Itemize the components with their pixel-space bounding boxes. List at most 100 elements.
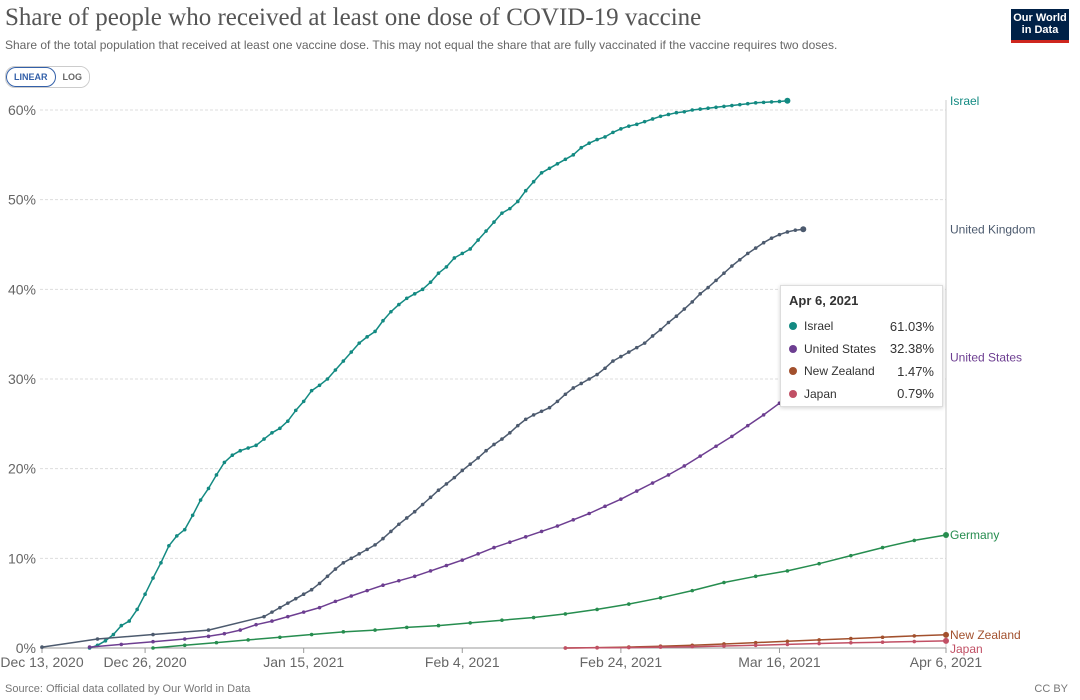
tooltip-row: Israel 61.03% [789, 315, 934, 338]
data-point [484, 448, 488, 453]
data-point [523, 535, 528, 539]
data-point [103, 639, 108, 643]
data-point [722, 271, 726, 275]
data-point [230, 453, 235, 458]
tooltip-row-name: New Zealand [804, 364, 875, 379]
data-point [603, 366, 607, 371]
data-point [468, 247, 473, 251]
data-point [293, 408, 298, 413]
data-point [682, 307, 687, 311]
data-point [880, 640, 885, 644]
data-point [349, 594, 354, 598]
data-point [634, 345, 639, 350]
log-scale-button[interactable]: LOG [55, 67, 89, 87]
owid-logo[interactable]: Our World in Data [1011, 9, 1069, 43]
data-point [690, 108, 695, 112]
data-point [539, 170, 544, 175]
data-point [658, 114, 663, 119]
data-point [595, 372, 599, 377]
x-tick-label: Apr 6, 2021 [910, 654, 983, 670]
data-point [753, 643, 758, 648]
data-point [222, 460, 227, 465]
data-point [658, 327, 663, 332]
series-line [89, 357, 836, 648]
data-point [214, 640, 219, 645]
data-point [579, 381, 584, 386]
data-point [270, 610, 274, 614]
series-line [89, 100, 788, 649]
x-tick-label: Feb 24, 2021 [580, 654, 663, 670]
data-point [785, 569, 790, 573]
data-point [452, 256, 457, 260]
data-point [341, 630, 346, 634]
license-note[interactable]: CC BY [1034, 683, 1068, 695]
series-line [152, 534, 947, 649]
data-point [753, 101, 758, 105]
data-point [539, 529, 544, 534]
tooltip-row-name: Israel [804, 319, 834, 334]
series-end-marker [943, 532, 949, 539]
data-point [325, 574, 330, 579]
data-point [278, 426, 282, 431]
data-point [627, 124, 631, 128]
data-point [912, 538, 917, 543]
x-tick-label: Jan 15, 2021 [263, 654, 344, 670]
data-point [722, 644, 726, 648]
data-point [508, 540, 512, 544]
linear-scale-button[interactable]: LINEAR [6, 67, 56, 87]
tooltip-row-marker [789, 367, 797, 376]
data-point [785, 230, 790, 234]
data-point [492, 442, 496, 447]
data-point [650, 481, 655, 485]
data-point [722, 580, 726, 585]
data-point [412, 574, 417, 579]
data-point [730, 434, 734, 439]
data-point [690, 644, 695, 649]
tooltip-row: New Zealand 1.47% [789, 360, 934, 383]
tooltip-row-value: 61.03% [889, 318, 934, 334]
data-point [389, 529, 393, 534]
data-point [531, 179, 536, 184]
data-point [619, 497, 623, 501]
data-point [619, 354, 623, 359]
data-point [753, 640, 758, 645]
data-point [389, 309, 393, 314]
data-point [373, 628, 377, 632]
data-point [460, 558, 465, 562]
logo-line-1: Our World [1013, 12, 1067, 24]
data-point [254, 443, 258, 448]
series-end-marker [784, 97, 791, 104]
data-point [587, 511, 591, 516]
data-point [301, 610, 306, 614]
data-point [571, 153, 576, 157]
data-point [547, 166, 552, 171]
data-point [412, 292, 417, 296]
data-point [508, 206, 512, 211]
data-point [278, 635, 282, 640]
data-point [793, 228, 798, 232]
scale-toggle: LINEAR LOG [5, 66, 90, 88]
chart-subtitle: Share of the total population that recei… [5, 38, 838, 52]
data-point [270, 619, 274, 623]
data-point [880, 545, 885, 550]
series-end-label: United Kingdom [950, 222, 1035, 236]
tooltip-row: Japan 0.79% [789, 383, 934, 406]
data-point [341, 561, 346, 565]
data-point [349, 350, 354, 354]
data-point [753, 246, 758, 250]
data-point [460, 468, 465, 473]
data-point [603, 504, 607, 509]
data-point [849, 553, 853, 558]
x-tick-label: Dec 13, 2020 [0, 654, 83, 670]
data-point [666, 112, 671, 117]
data-point [127, 619, 132, 623]
source-note[interactable]: Source: Official data collated by Our Wo… [5, 683, 251, 695]
data-point [428, 280, 433, 284]
data-point [301, 399, 306, 404]
data-point [563, 157, 568, 162]
data-point [571, 517, 576, 522]
data-point [492, 545, 496, 550]
data-point [714, 105, 718, 110]
data-point [674, 314, 679, 319]
data-point [539, 409, 544, 414]
